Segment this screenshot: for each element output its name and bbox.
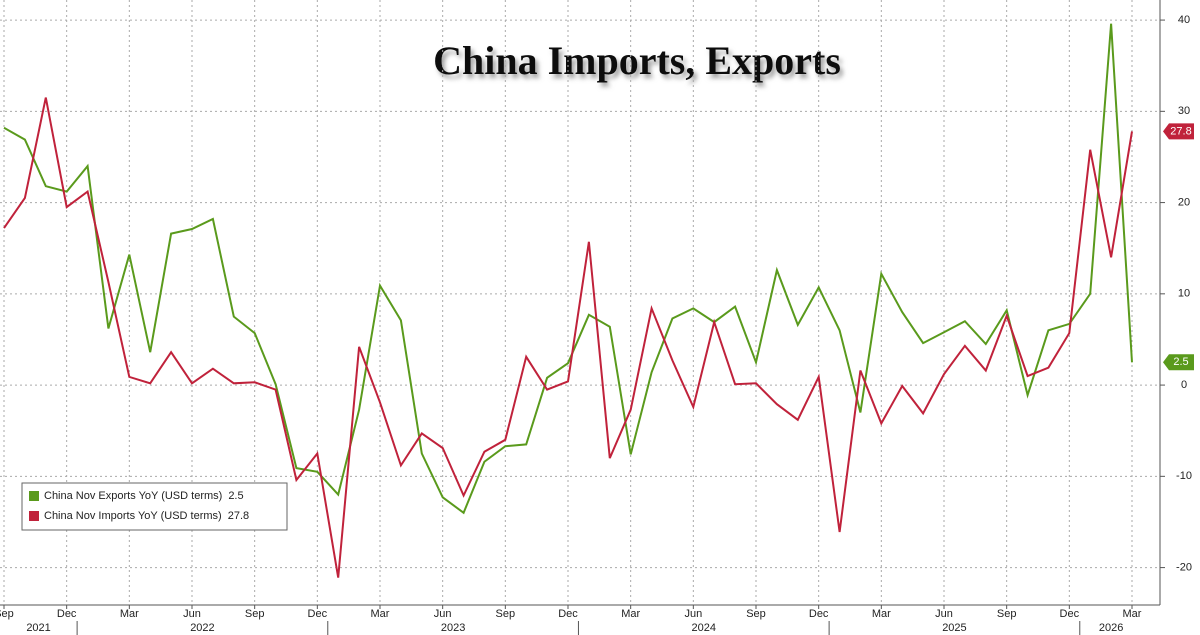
x-tick-label: Dec [1060, 608, 1080, 620]
y-tick-label: 0 [1181, 379, 1187, 391]
x-tick-label: Sep [245, 608, 265, 620]
x-tick-label: Sep [997, 608, 1017, 620]
y-tick-label: 30 [1178, 105, 1190, 117]
y-tick-label: -20 [1176, 561, 1192, 573]
year-label: 2025 [942, 622, 966, 634]
chart-title: China Imports, Exports [433, 38, 841, 83]
x-tick-label: Sep [746, 608, 766, 620]
year-label: 2023 [441, 622, 465, 634]
year-label: 2021 [26, 622, 50, 634]
legend-swatch [29, 491, 39, 501]
x-tick-label: Jun [434, 608, 452, 620]
y-tick-label: 40 [1178, 14, 1190, 26]
x-tick-label: Jun [183, 608, 201, 620]
line-series [3, 97, 1133, 578]
y-tick-label: 10 [1178, 288, 1190, 300]
x-tick-label: Mar [1123, 608, 1142, 620]
legend-value: 27.8 [228, 510, 249, 522]
value-flag [1163, 123, 1194, 140]
year-label: 2024 [692, 622, 716, 634]
x-tick-label: Sep [496, 608, 516, 620]
x-tick-label: Jun [684, 608, 702, 620]
x-tick-label: Mar [872, 608, 891, 620]
y-tick-label: -10 [1176, 470, 1192, 482]
value-flag-label: 2.5 [1173, 356, 1188, 368]
legend-label: China Nov Imports YoY (USD terms) [44, 510, 222, 522]
year-label: 2026 [1099, 622, 1123, 634]
x-tick-label: Sep [0, 608, 14, 620]
legend-box [21, 482, 288, 531]
x-tick-label: Jun [935, 608, 953, 620]
x-tick-label: Mar [371, 608, 390, 620]
x-tick-label: Mar [621, 608, 640, 620]
y-tick-label: 20 [1178, 196, 1190, 208]
x-tick-label: Dec [308, 608, 328, 620]
legend-swatch [29, 511, 39, 521]
x-tick-label: Dec [57, 608, 77, 620]
legend-value: 2.5 [228, 490, 243, 502]
line-series [3, 23, 1133, 515]
x-tick-label: Dec [809, 608, 829, 620]
value-flag [1163, 354, 1194, 371]
value-flag-label: 27.8 [1170, 125, 1191, 137]
x-tick-label: Mar [120, 608, 139, 620]
x-tick-label: Dec [558, 608, 578, 620]
year-label: 2022 [190, 622, 214, 634]
legend-label: China Nov Exports YoY (USD terms) [44, 490, 222, 502]
